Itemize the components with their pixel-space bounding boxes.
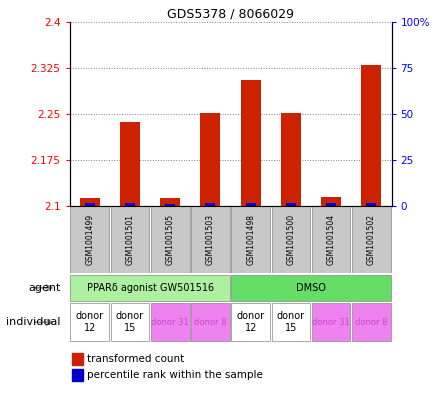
Bar [125,203,135,206]
Bar [271,206,309,273]
Text: GSM1001498: GSM1001498 [246,214,255,265]
Bar [311,206,350,273]
Bar [120,122,140,206]
Text: donor 31: donor 31 [151,318,189,327]
Text: donor
15: donor 15 [115,312,144,333]
Text: percentile rank within the sample: percentile rank within the sample [87,370,262,380]
Bar [361,65,381,206]
Bar [311,303,350,341]
Bar [205,203,215,206]
Bar [70,275,229,301]
Bar [151,303,189,341]
Bar [79,198,99,206]
Text: GSM1001499: GSM1001499 [85,214,94,265]
Text: GSM1001500: GSM1001500 [286,214,295,265]
Text: donor
15: donor 15 [276,312,304,333]
Text: donor 8: donor 8 [354,318,387,327]
Text: GSM1001504: GSM1001504 [326,214,335,265]
Bar [351,206,390,273]
Text: GSM1001502: GSM1001502 [366,214,375,265]
Bar [365,203,375,206]
Text: GSM1001503: GSM1001503 [205,214,214,265]
Bar [200,113,220,206]
Bar [151,206,189,273]
Text: DMSO: DMSO [296,283,325,293]
Text: transformed count: transformed count [87,354,184,364]
Bar [231,303,270,341]
Text: donor 8: donor 8 [194,318,226,327]
Text: agent: agent [29,283,61,293]
Bar [191,303,229,341]
Text: donor
12: donor 12 [236,312,264,333]
Bar [110,303,149,341]
Bar [231,275,390,301]
Text: GSM1001501: GSM1001501 [125,214,134,265]
Bar [110,206,149,273]
Bar [280,113,300,206]
Bar [160,198,180,206]
Bar [191,206,229,273]
Bar [85,203,95,206]
Bar [326,203,335,206]
Title: GDS5378 / 8066029: GDS5378 / 8066029 [167,7,293,20]
Bar [165,204,175,206]
Bar [351,303,390,341]
Text: GSM1001505: GSM1001505 [165,214,174,265]
Bar [70,206,109,273]
Bar [240,80,260,206]
Bar [320,197,340,206]
Text: donor
12: donor 12 [76,312,104,333]
Bar [231,206,270,273]
Bar [245,203,255,206]
Text: PPARδ agonist GW501516: PPARδ agonist GW501516 [86,283,213,293]
Bar [70,303,109,341]
Bar [285,203,295,206]
Bar [271,303,309,341]
Text: individual: individual [7,317,61,327]
Text: donor 31: donor 31 [312,318,349,327]
